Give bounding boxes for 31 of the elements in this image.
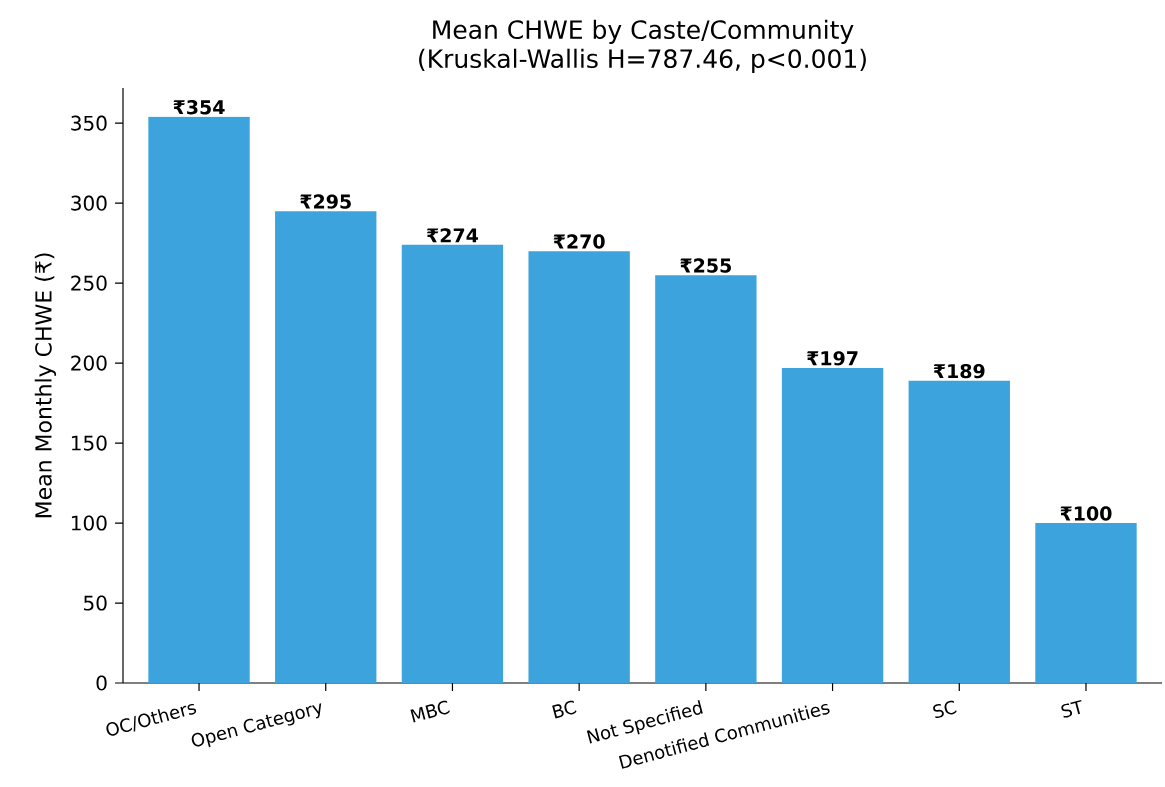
bar: [908, 380, 1010, 683]
bar: [401, 244, 504, 683]
x-tick-label: SC: [933, 700, 957, 718]
y-axis-title: Mean Monthly CHWE (₹): [34, 253, 57, 518]
bar: [275, 211, 377, 683]
data-label: ₹197: [807, 351, 858, 366]
data-label: ₹295: [300, 194, 351, 209]
y-tick-label: 350: [71, 115, 107, 131]
y-tick-label: 300: [71, 195, 107, 211]
y-tick-label: 50: [84, 595, 107, 611]
chart-subtitle: (Kruskal-Wallis H=787.46, p<0.001): [419, 48, 866, 73]
bar: [528, 251, 630, 683]
x-tick-label: ST: [1061, 699, 1082, 718]
data-label: ₹189: [933, 363, 985, 379]
data-label: ₹274: [426, 228, 479, 243]
data-label: ₹354: [173, 100, 225, 115]
data-label: ₹255: [680, 258, 731, 273]
data-label: ₹270: [553, 234, 605, 249]
y-tick-label: 0: [96, 675, 107, 691]
chart-title: Mean CHWE by Caste/Community: [433, 19, 854, 44]
bar: [1035, 523, 1137, 683]
x-tick-label: BC: [552, 700, 577, 719]
bar: [781, 367, 884, 683]
y-tick-label: 100: [71, 515, 107, 531]
y-tick-label: 200: [71, 355, 107, 371]
y-tick-label: 250: [71, 275, 107, 291]
x-tick-label: MBC: [410, 700, 450, 723]
data-label: ₹100: [1060, 506, 1112, 521]
bar: [148, 116, 250, 683]
y-tick-label: 150: [71, 435, 107, 451]
bar: [655, 275, 757, 683]
